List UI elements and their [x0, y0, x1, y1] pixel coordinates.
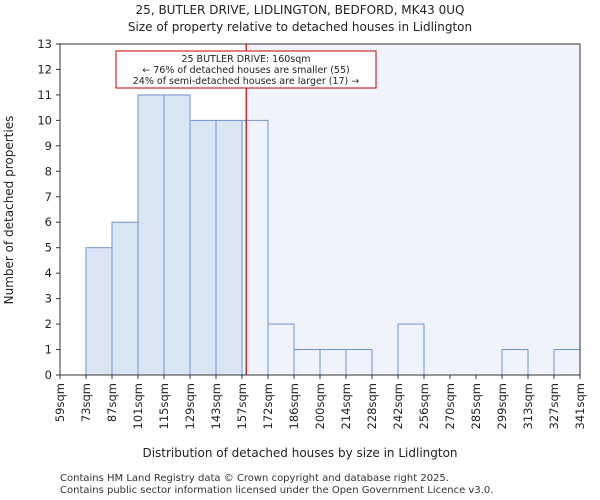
x-tick-label-129sqm: 129sqm [183, 383, 197, 429]
y-tick-label-10: 10 [37, 113, 52, 127]
bars [85, 44, 581, 376]
bar-115sqm [163, 94, 191, 376]
y-tick-label-11: 11 [37, 88, 52, 102]
x-tick-label-59sqm: 59sqm [53, 383, 67, 422]
x-tick-label-101sqm: 101sqm [131, 383, 145, 429]
y-axis-label: Number of detached properties [2, 116, 16, 305]
y-tick-label-12: 12 [37, 62, 52, 76]
y-tick-label-6: 6 [45, 215, 52, 229]
x-tick-label-157sqm: 157sqm [235, 383, 249, 429]
x-tick-label-242sqm: 242sqm [391, 383, 405, 429]
bar-129sqm [189, 119, 217, 376]
chart-subtitle: Size of property relative to detached ho… [128, 20, 472, 34]
x-tick-label-228sqm: 228sqm [365, 383, 379, 429]
bar-327sqm [553, 349, 581, 376]
x-tick-label-87sqm: 87sqm [105, 383, 119, 422]
bar-242sqm [397, 323, 425, 376]
y-tick-label-3: 3 [45, 292, 52, 306]
annotation-line-3: 24% of semi-detached houses are larger (… [133, 76, 360, 87]
y-tick-label-9: 9 [45, 139, 52, 153]
bar-186sqm [293, 349, 321, 376]
y-tick-label-7: 7 [45, 190, 52, 204]
x-tick-label-327sqm: 327sqm [547, 383, 561, 429]
x-tick-label-172sqm: 172sqm [261, 383, 275, 429]
y-tick-label-2: 2 [45, 317, 52, 331]
x-tick-label-313sqm: 313sqm [521, 383, 535, 429]
y-tick-label-8: 8 [45, 164, 52, 178]
x-tick-label-143sqm: 143sqm [209, 383, 223, 429]
footer-line-1: Contains HM Land Registry data © Crown c… [60, 473, 449, 484]
y-tick-label-5: 5 [45, 241, 52, 255]
x-tick-label-115sqm: 115sqm [157, 383, 171, 429]
x-tick-label-285sqm: 285sqm [469, 383, 483, 429]
y-tick-label-1: 1 [45, 343, 52, 357]
annotation-rect [115, 50, 377, 89]
y-tick-label-0: 0 [45, 368, 52, 382]
histogram-chart: 25, BUTLER DRIVE, LIDLINGTON, BEDFORD, M… [2, 3, 587, 460]
annotation-line-2: ← 76% of detached houses are smaller (55… [142, 65, 349, 76]
bar-214sqm [345, 349, 373, 376]
bar-73sqm [85, 247, 113, 376]
x-tick-label-73sqm: 73sqm [79, 383, 93, 422]
bar-143sqm [215, 119, 243, 376]
x-tick-label-270sqm: 270sqm [443, 383, 457, 429]
bar-172sqm [267, 323, 295, 376]
x-tick-label-200sqm: 200sqm [313, 383, 327, 429]
bar-87sqm [111, 221, 139, 376]
x-tick-label-186sqm: 186sqm [287, 383, 301, 429]
chart-title: 25, BUTLER DRIVE, LIDLINGTON, BEDFORD, M… [136, 3, 465, 17]
x-axis-label: Distribution of detached houses by size … [142, 446, 457, 460]
bar-299sqm [501, 349, 529, 376]
x-tick-label-299sqm: 299sqm [495, 383, 509, 429]
bar-101sqm [137, 94, 165, 376]
x-tick-label-341sqm: 341sqm [573, 383, 587, 429]
annotation-line-1: 25 BUTLER DRIVE: 160sqm [181, 54, 310, 65]
x-tick-label-256sqm: 256sqm [417, 383, 431, 429]
plot-bg-right [246, 44, 580, 375]
x-tick-label-214sqm: 214sqm [339, 383, 353, 429]
footer-line-2: Contains public sector information licen… [60, 485, 494, 496]
y-tick-label-13: 13 [37, 37, 52, 51]
annotation-box: 25 BUTLER DRIVE: 160sqm ← 76% of detache… [115, 50, 377, 89]
y-tick-label-4: 4 [45, 266, 52, 280]
bar-200sqm [319, 349, 347, 376]
